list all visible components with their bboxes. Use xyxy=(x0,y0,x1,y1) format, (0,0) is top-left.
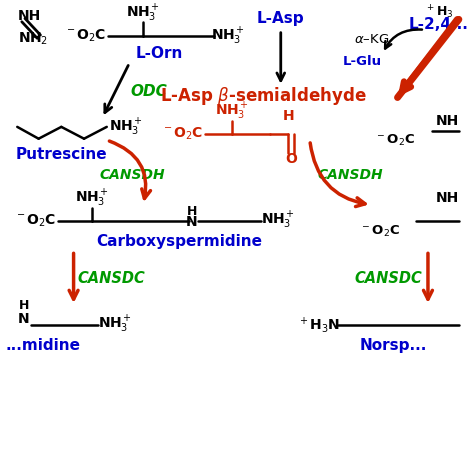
Text: $^+$H$_3$: $^+$H$_3$ xyxy=(426,4,454,21)
Text: L-Orn: L-Orn xyxy=(135,46,182,61)
Text: N: N xyxy=(186,215,198,229)
Text: Norsp...: Norsp... xyxy=(359,337,427,353)
Text: CANSDH: CANSDH xyxy=(318,168,383,182)
Text: NH$_3^+$: NH$_3^+$ xyxy=(261,210,295,231)
Text: $\alpha$–KG: $\alpha$–KG xyxy=(354,33,389,46)
Text: NH: NH xyxy=(436,114,459,128)
Text: $^-$O$_2$C: $^-$O$_2$C xyxy=(360,224,401,239)
Text: Carboxyspermidine: Carboxyspermidine xyxy=(96,234,263,248)
Text: NH$_3^+$: NH$_3^+$ xyxy=(109,116,143,137)
Text: NH$_2$: NH$_2$ xyxy=(18,30,48,46)
Text: NH$_3^+$: NH$_3^+$ xyxy=(211,25,245,46)
Text: NH: NH xyxy=(436,191,459,205)
Text: CANSDC: CANSDC xyxy=(77,272,145,286)
Text: L-Glu: L-Glu xyxy=(343,55,382,68)
Text: ...midine: ...midine xyxy=(6,337,81,353)
Text: $^-$O$_2$C: $^-$O$_2$C xyxy=(375,133,416,148)
Text: NH$_3^+$: NH$_3^+$ xyxy=(126,3,160,24)
Text: NH$_3^+$: NH$_3^+$ xyxy=(75,188,109,209)
Text: CANSDC: CANSDC xyxy=(355,272,422,286)
Text: $^-$O$_2$C: $^-$O$_2$C xyxy=(64,28,107,44)
Text: L-Asp: L-Asp xyxy=(257,11,305,26)
Text: Putrescine: Putrescine xyxy=(16,147,107,162)
Text: $^+$H$_3$N: $^+$H$_3$N xyxy=(297,315,340,335)
Text: $^-$O$_2$C: $^-$O$_2$C xyxy=(14,212,57,229)
Text: CANSDH: CANSDH xyxy=(100,168,165,182)
Text: NH$_3^+$: NH$_3^+$ xyxy=(215,101,249,122)
Text: H: H xyxy=(187,205,197,218)
Text: H: H xyxy=(18,300,29,312)
Text: L-2,4...: L-2,4... xyxy=(409,17,468,32)
Text: H: H xyxy=(283,109,294,123)
Text: NH$_3^+$: NH$_3^+$ xyxy=(98,314,131,336)
Text: NH: NH xyxy=(18,9,41,23)
Text: $^-$O$_2$C: $^-$O$_2$C xyxy=(161,126,203,142)
Text: N: N xyxy=(18,312,29,326)
Text: ODC: ODC xyxy=(131,84,168,99)
Text: O: O xyxy=(286,152,298,166)
Text: L-Asp $\beta$-semialdehyde: L-Asp $\beta$-semialdehyde xyxy=(160,85,367,107)
